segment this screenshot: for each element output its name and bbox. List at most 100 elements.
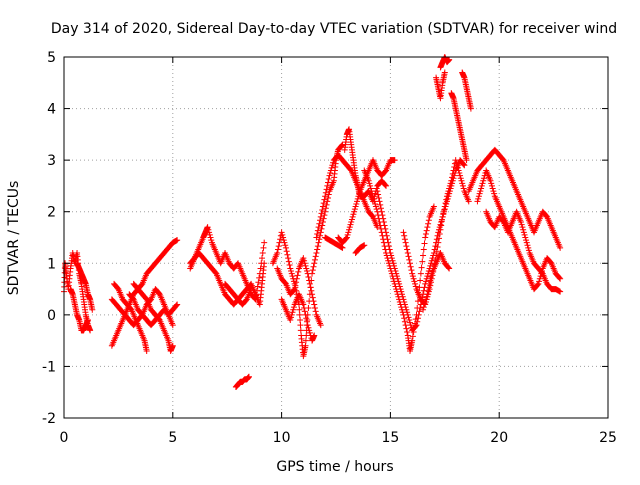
data-point bbox=[289, 273, 296, 280]
data-point bbox=[404, 311, 411, 318]
data-point bbox=[522, 234, 529, 241]
data-point bbox=[320, 200, 327, 207]
data-point bbox=[519, 224, 526, 231]
data-point bbox=[378, 208, 385, 215]
data-point bbox=[446, 182, 453, 189]
data-point bbox=[276, 239, 283, 246]
data-point bbox=[314, 243, 321, 250]
data-point bbox=[444, 190, 451, 197]
data-point bbox=[424, 273, 431, 280]
data-point bbox=[318, 210, 325, 217]
data-point bbox=[419, 258, 426, 265]
data-point bbox=[367, 185, 374, 192]
data-point bbox=[385, 239, 392, 246]
data-point bbox=[156, 290, 163, 297]
data-point bbox=[536, 278, 543, 285]
data-point bbox=[302, 342, 309, 349]
data-point bbox=[325, 176, 332, 183]
data-point bbox=[424, 224, 431, 231]
data-point bbox=[380, 219, 387, 226]
data-point bbox=[425, 217, 432, 224]
data-point bbox=[446, 56, 453, 63]
data-point bbox=[206, 229, 213, 236]
data-point bbox=[412, 323, 419, 330]
data-point bbox=[315, 224, 322, 231]
data-point bbox=[309, 267, 316, 274]
data-point bbox=[416, 308, 423, 315]
data-point bbox=[212, 269, 219, 276]
data-point bbox=[413, 322, 420, 329]
data-point bbox=[425, 220, 432, 227]
data-point bbox=[417, 270, 424, 277]
data-point bbox=[319, 203, 326, 210]
data-point bbox=[488, 182, 495, 189]
data-points bbox=[61, 54, 564, 391]
x-tick-label: 0 bbox=[60, 430, 69, 446]
data-point bbox=[371, 198, 378, 205]
data-point bbox=[453, 159, 460, 166]
data-point bbox=[127, 305, 134, 312]
data-point bbox=[480, 175, 487, 182]
data-point bbox=[440, 210, 447, 217]
data-point bbox=[476, 190, 483, 197]
data-point bbox=[400, 229, 407, 236]
x-tick-label: 10 bbox=[273, 430, 291, 446]
data-point bbox=[420, 252, 427, 259]
data-point bbox=[406, 256, 413, 263]
y-tick-label: 1 bbox=[47, 256, 56, 272]
data-point bbox=[422, 231, 429, 238]
data-point bbox=[365, 177, 372, 184]
data-point bbox=[204, 224, 211, 231]
data-point bbox=[491, 190, 498, 197]
data-point bbox=[288, 311, 295, 318]
data-point bbox=[372, 200, 379, 207]
plot-frame bbox=[63, 56, 609, 419]
data-point bbox=[414, 318, 421, 325]
data-point bbox=[287, 265, 294, 272]
data-point bbox=[458, 177, 465, 184]
data-point bbox=[288, 270, 295, 277]
data-point bbox=[338, 142, 345, 149]
data-point bbox=[443, 193, 450, 200]
data-point bbox=[205, 226, 212, 233]
data-point bbox=[437, 226, 444, 233]
data-point bbox=[404, 309, 411, 316]
data-point bbox=[396, 283, 403, 290]
data-point bbox=[346, 224, 353, 231]
data-point bbox=[399, 291, 406, 298]
data-point bbox=[456, 170, 463, 177]
data-point bbox=[375, 194, 382, 201]
data-point bbox=[382, 225, 389, 232]
data-point bbox=[370, 195, 377, 202]
data-point bbox=[302, 311, 309, 318]
data-point bbox=[281, 239, 288, 246]
x-tick-label: 15 bbox=[381, 430, 399, 446]
data-point bbox=[354, 198, 361, 205]
data-point bbox=[404, 249, 411, 256]
data-point bbox=[406, 260, 413, 267]
data-point bbox=[475, 193, 482, 200]
data-point bbox=[422, 278, 429, 285]
data-point bbox=[424, 291, 431, 298]
y-tick-label: 0 bbox=[47, 308, 56, 324]
data-point bbox=[314, 231, 321, 238]
data-point bbox=[520, 229, 527, 236]
data-point bbox=[279, 231, 286, 238]
data-point bbox=[534, 281, 541, 288]
data-point bbox=[420, 306, 427, 313]
data-point bbox=[310, 298, 317, 305]
data-point bbox=[396, 280, 403, 287]
data-point bbox=[297, 317, 304, 324]
data-point bbox=[285, 255, 292, 262]
data-point bbox=[403, 325, 410, 332]
data-point bbox=[366, 180, 373, 187]
data-point bbox=[304, 322, 311, 329]
data-point bbox=[443, 196, 450, 203]
data-point bbox=[293, 279, 300, 286]
data-point bbox=[428, 257, 435, 264]
data-point bbox=[278, 229, 285, 236]
data-point bbox=[525, 247, 532, 254]
data-point bbox=[525, 244, 532, 251]
data-point bbox=[460, 161, 467, 168]
